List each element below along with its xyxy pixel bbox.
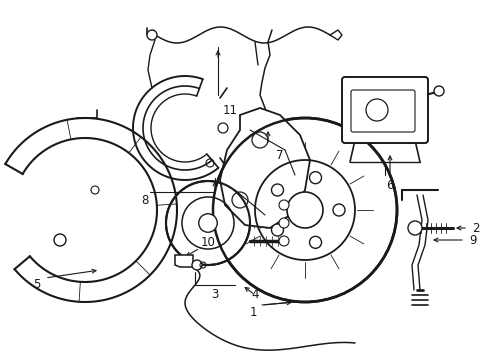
Circle shape bbox=[199, 214, 217, 232]
Circle shape bbox=[279, 236, 289, 246]
Polygon shape bbox=[175, 255, 193, 267]
Text: 1: 1 bbox=[249, 306, 257, 320]
Circle shape bbox=[271, 224, 284, 236]
Text: 5: 5 bbox=[33, 279, 41, 292]
Circle shape bbox=[213, 118, 397, 302]
Circle shape bbox=[54, 234, 66, 246]
Text: 7: 7 bbox=[276, 149, 284, 162]
Text: 3: 3 bbox=[211, 288, 219, 302]
Text: 6: 6 bbox=[386, 179, 394, 192]
Circle shape bbox=[192, 260, 202, 270]
Text: 11: 11 bbox=[222, 104, 238, 117]
Text: 8: 8 bbox=[141, 194, 148, 207]
Circle shape bbox=[310, 172, 321, 184]
Text: 10: 10 bbox=[200, 235, 216, 248]
Circle shape bbox=[333, 204, 345, 216]
Circle shape bbox=[279, 218, 289, 228]
Circle shape bbox=[271, 184, 284, 196]
Circle shape bbox=[287, 192, 323, 228]
FancyBboxPatch shape bbox=[342, 77, 428, 143]
Text: 4: 4 bbox=[251, 288, 259, 302]
Polygon shape bbox=[220, 108, 310, 228]
Circle shape bbox=[166, 181, 250, 265]
Circle shape bbox=[434, 86, 444, 96]
FancyBboxPatch shape bbox=[351, 90, 415, 132]
Circle shape bbox=[408, 221, 422, 235]
Circle shape bbox=[147, 30, 157, 40]
Text: 9: 9 bbox=[469, 234, 477, 247]
Circle shape bbox=[279, 200, 289, 210]
Text: 2: 2 bbox=[472, 221, 480, 234]
Circle shape bbox=[310, 236, 321, 248]
